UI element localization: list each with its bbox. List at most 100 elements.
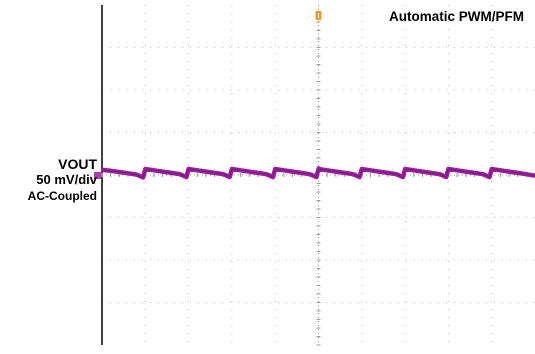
grid-dot: [361, 221, 363, 222]
grid-dot: [188, 5, 190, 6]
grid-dot: [438, 47, 439, 48]
grid-dot: [404, 269, 406, 270]
grid-dot: [274, 317, 276, 318]
grid-dot: [361, 157, 363, 158]
grid-dot: [310, 259, 311, 261]
grid-dot: [231, 45, 233, 46]
grid-dot: [174, 259, 175, 261]
grid-dot: [150, 47, 151, 48]
grid-dot: [231, 13, 233, 14]
grid-dot: [126, 217, 127, 218]
grid-dot: [361, 285, 363, 286]
grid-dot: [188, 333, 190, 334]
grid-dot: [274, 285, 276, 286]
grid-dot: [518, 302, 519, 303]
grid-dot: [491, 221, 493, 222]
vout-point: [326, 169, 328, 171]
grid-dot: [491, 309, 493, 310]
grid-dot: [447, 301, 449, 302]
grid-dot: [404, 29, 406, 30]
grid-dot: [454, 89, 455, 91]
grid-dot: [238, 259, 239, 261]
grid-dot: [447, 149, 449, 150]
grid-dot: [404, 237, 406, 238]
grid-dot: [246, 47, 247, 48]
grid-dot: [302, 89, 303, 91]
grid-dot: [274, 37, 276, 38]
grid-dot: [188, 53, 190, 54]
grid-dot: [447, 141, 449, 142]
grid-dot: [274, 229, 276, 230]
grid-dot: [144, 5, 146, 6]
grid-dot: [422, 132, 423, 133]
vout-point: [430, 172, 432, 174]
grid-dot: [206, 47, 207, 48]
grid-dot: [361, 69, 363, 70]
grid-dot: [274, 109, 276, 110]
vout-point: [196, 169, 198, 171]
grid-dot: [166, 302, 167, 303]
grid-dot: [510, 132, 511, 133]
grid-dot: [222, 132, 223, 133]
grid-dot: [390, 302, 391, 303]
vout-point: [257, 172, 259, 174]
grid-dot: [231, 229, 233, 230]
grid-dot: [422, 302, 423, 303]
grid-dot: [334, 302, 335, 303]
grid-dot: [231, 245, 233, 246]
grid-dot: [334, 217, 335, 218]
grid-dot: [274, 189, 276, 190]
grid-dot: [274, 261, 276, 262]
grid-dot: [446, 217, 447, 218]
vout-point: [300, 172, 302, 174]
grid-dot: [246, 259, 247, 261]
grid-dot: [447, 21, 449, 22]
grid-dot: [144, 93, 146, 94]
grid-dot: [358, 89, 359, 91]
grid-dot: [158, 217, 159, 218]
grid-dot: [294, 132, 295, 133]
grid-dot: [398, 259, 399, 261]
grid-dot: [462, 217, 463, 218]
grid-dot: [350, 217, 351, 218]
grid-dot: [286, 132, 287, 133]
grid-dot: [144, 333, 146, 334]
grid-dot: [382, 132, 383, 133]
grid-dot: [182, 217, 183, 218]
grid-dot: [254, 47, 255, 48]
grid-dot: [491, 293, 493, 294]
grid-dot: [238, 89, 239, 91]
grid-dot: [447, 69, 449, 70]
vout-point: [395, 173, 398, 175]
grid-dot: [454, 132, 455, 133]
grid-dot: [262, 47, 263, 48]
grid-dot: [404, 133, 406, 134]
grid-dot: [334, 47, 335, 48]
grid-dot: [446, 259, 447, 261]
vout-point: [402, 176, 404, 178]
grid-dot: [491, 149, 493, 150]
grid-dot: [230, 259, 231, 261]
grid-dot: [274, 101, 276, 102]
grid-dot: [294, 89, 295, 91]
grid-dot: [134, 89, 135, 91]
grid-dot: [438, 259, 439, 261]
grid-dot: [447, 269, 449, 270]
grid-dot: [486, 132, 487, 133]
grid-dot: [404, 197, 406, 198]
grid-dot: [254, 302, 255, 303]
grid-dot: [361, 317, 363, 318]
grid-dot: [144, 301, 146, 302]
grid-dot: [491, 21, 493, 22]
grid-dot: [454, 302, 455, 303]
grid-dot: [491, 133, 493, 134]
grid-dot: [447, 333, 449, 334]
grid-dot: [374, 217, 375, 218]
grid-dot: [447, 229, 449, 230]
grid-dot: [274, 93, 276, 94]
grid-dot: [361, 61, 363, 62]
vout-point: [142, 176, 144, 179]
grid-dot: [274, 253, 276, 254]
grid-dot: [350, 259, 351, 261]
grid-dot: [134, 132, 135, 133]
